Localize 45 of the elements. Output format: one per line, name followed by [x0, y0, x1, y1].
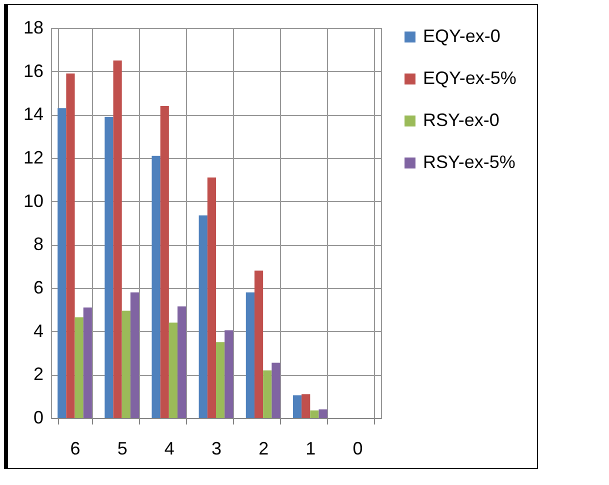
- bar: [58, 108, 66, 418]
- bar: [113, 60, 122, 418]
- bar: [224, 330, 234, 418]
- bar: [207, 178, 216, 418]
- bar: [160, 106, 169, 418]
- x-tick-label: 3: [211, 438, 222, 458]
- bar: [216, 342, 225, 418]
- y-tick-label: 14: [23, 104, 44, 124]
- bar: [310, 410, 319, 418]
- bar: [292, 395, 302, 418]
- legend-label: EQY-ex-0: [423, 26, 500, 46]
- bar: [74, 317, 84, 418]
- bar: [178, 306, 186, 418]
- y-tick-label: 4: [33, 320, 44, 341]
- x-tick-label: 0: [352, 438, 363, 458]
- y-tick-label: 6: [33, 278, 44, 298]
- y-tick-label: 2: [33, 364, 44, 384]
- y-tick-label: 0: [33, 408, 44, 428]
- bar: [122, 310, 130, 418]
- legend-label: EQY-ex-5%: [423, 68, 516, 88]
- x-tick-label: 6: [70, 438, 80, 458]
- bar: [104, 116, 114, 418]
- x-tick-label: 2: [258, 438, 269, 458]
- bar: [66, 74, 75, 418]
- x-tick-label: 5: [117, 438, 128, 458]
- bar: [130, 292, 140, 418]
- bar: [263, 370, 272, 418]
- x-tick-label: 4: [164, 438, 174, 458]
- bar: [83, 308, 92, 418]
- legend-label: RSY-ex-0: [423, 110, 500, 130]
- bar: [318, 409, 328, 418]
- bar: [246, 292, 254, 418]
- bar: [272, 362, 280, 418]
- x-tick-label: 1: [306, 438, 316, 458]
- bar: [198, 215, 208, 418]
- legend-label: RSY-ex-5%: [423, 152, 516, 172]
- y-tick-label: 12: [23, 148, 44, 168]
- y-tick-label: 10: [23, 190, 44, 211]
- bar: [302, 394, 310, 418]
- bar: [168, 322, 178, 418]
- y-tick-label: 8: [33, 234, 44, 254]
- bar: [152, 156, 160, 418]
- y-tick-label: 18: [23, 18, 44, 38]
- bar: [254, 270, 264, 418]
- y-tick-label: 16: [23, 60, 44, 81]
